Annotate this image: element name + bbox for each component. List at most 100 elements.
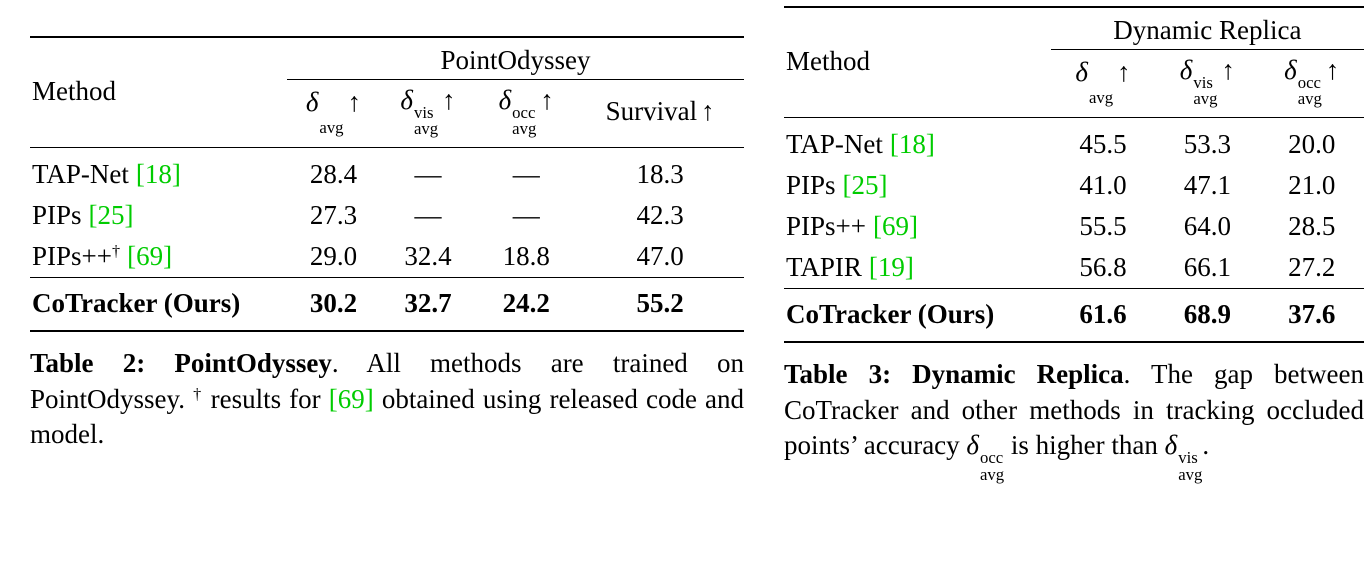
group-header-dynamic-replica: Dynamic Replica — [1050, 7, 1364, 50]
column-header-delta-avg-vis: δ vis avg ↑ — [1155, 49, 1260, 119]
table-row: TAP-Net [18] 28.4 — — 18.3 — [30, 148, 744, 196]
method-cell: TAPIR [19] — [786, 252, 914, 283]
method-cell: PIPs [25] — [786, 170, 888, 201]
group-header-row: Method Dynamic Replica — [784, 7, 1364, 119]
up-arrow-icon: ↑ — [442, 85, 456, 115]
value-cell: 27.3 — [309, 200, 358, 231]
table-row: TAP-Net [18] 45.5 53.3 20.0 — [784, 118, 1364, 166]
column-header-delta-avg-occ: δ occ avg ↑ — [1259, 49, 1364, 119]
value-cell: 30.2 — [287, 277, 380, 333]
value-cell: 32.4 — [404, 241, 452, 272]
value-cell: 42.3 — [636, 200, 684, 231]
method-cell: TAP-Net [18] — [32, 159, 181, 190]
table2-block: Method PointOdyssey δ avg ↑ δ vis avg ↑ δ occ a… — [30, 6, 744, 569]
group-header-pointodyssey: PointOdyssey — [287, 37, 744, 80]
value-cell: — — [512, 159, 540, 190]
up-arrow-icon: ↑ — [701, 96, 715, 127]
math-scripts: vis avg — [413, 102, 439, 139]
math-scripts: vis avg — [1193, 72, 1218, 109]
table-row: PIPs [25] 41.0 47.1 21.0 — [784, 165, 1364, 206]
caption-label: Table 3: Dynamic Replica — [784, 359, 1124, 390]
citation-link[interactable]: [69] — [328, 383, 374, 414]
value-cell: 28.5 — [1288, 211, 1336, 242]
value-cell: — — [512, 200, 540, 231]
method-column-header: Method — [30, 37, 288, 149]
table-row: PIPs++ [69] 55.5 64.0 28.5 — [784, 206, 1364, 247]
dagger-mark: † — [193, 384, 203, 403]
metric-header-row: δ avg ↑ δ vis avg ↑ δ occ avg ↑ — [784, 49, 1364, 119]
table-row: PIPs [25] 27.3 — — 42.3 — [30, 195, 744, 236]
value-cell: 32.7 — [379, 277, 477, 333]
table3-caption: Table 3: Dynamic Replica. The gap betwee… — [784, 359, 1364, 484]
method-cell: TAP-Net [18] — [786, 129, 935, 160]
value-cell: 29.0 — [309, 241, 358, 272]
up-arrow-icon: ↑ — [1221, 55, 1236, 85]
value-cell: 47.1 — [1183, 170, 1231, 201]
method-cell: CoTracker (Ours) — [784, 288, 1051, 344]
value-cell: 64.0 — [1183, 211, 1231, 242]
value-cell: 66.1 — [1183, 252, 1231, 283]
table2-caption: Table 2: PointOdyssey. All methods are t… — [30, 348, 744, 450]
math-delta-avg-occ: δ occ avg — [966, 430, 1005, 484]
column-header-delta-avg: δ avg ↑ — [287, 79, 380, 149]
value-cell: 53.3 — [1183, 129, 1231, 160]
value-cell: 47.0 — [636, 241, 684, 272]
method-cell: CoTracker (Ours) — [30, 277, 288, 333]
citation-link[interactable]: [25] — [842, 170, 888, 201]
delta-symbol: δ — [400, 85, 413, 115]
value-cell: 20.0 — [1288, 129, 1336, 160]
column-header-delta-avg-occ: δ occ avg ↑ — [476, 79, 577, 149]
table-row: TAPIR [19] 56.8 66.1 27.2 — [784, 247, 1364, 289]
up-arrow-icon: ↑ — [540, 85, 554, 115]
math-scripts: avg — [319, 117, 344, 137]
value-cell: 56.8 — [1079, 252, 1127, 283]
value-cell: 21.0 — [1288, 170, 1336, 201]
table-pointodyssey: Method PointOdyssey δ avg ↑ δ vis avg ↑ δ occ a… — [30, 36, 744, 333]
value-cell: 68.9 — [1155, 288, 1260, 344]
math-scripts: occ avg — [1297, 72, 1322, 109]
value-cell: — — [414, 200, 442, 231]
citation-link[interactable]: [69] — [873, 211, 918, 242]
value-cell: 45.5 — [1079, 129, 1127, 160]
citation-link[interactable]: [25] — [88, 200, 134, 231]
up-arrow-icon: ↑ — [1117, 56, 1131, 87]
caption-label: Table 2: PointOdyssey — [30, 348, 332, 379]
value-cell: 28.4 — [309, 159, 358, 190]
method-cell: PIPs++† [69] — [32, 241, 173, 272]
method-cell: PIPs [25] — [32, 200, 134, 231]
table-row-ours: CoTracker (Ours) 61.6 68.9 37.6 — [784, 288, 1364, 344]
column-header-delta-avg: δ avg ↑ — [1050, 49, 1156, 119]
citation-link[interactable]: [18] — [889, 129, 935, 160]
math-scripts: avg — [1088, 87, 1114, 107]
value-cell: 55.2 — [576, 277, 744, 333]
column-header-delta-avg-vis: δ vis avg ↑ — [379, 79, 477, 149]
up-arrow-icon: ↑ — [1325, 55, 1340, 85]
value-cell: 55.5 — [1079, 211, 1127, 242]
dagger-mark: † — [112, 242, 121, 261]
value-cell: 41.0 — [1079, 170, 1127, 201]
delta-symbol: δ — [498, 85, 512, 115]
table-row: PIPs++† [69] 29.0 32.4 18.8 47.0 — [30, 236, 744, 278]
value-cell: 27.2 — [1288, 252, 1336, 283]
value-cell: 18.8 — [502, 241, 550, 272]
value-cell: — — [414, 159, 442, 190]
table-row-ours: CoTracker (Ours) 30.2 32.7 24.2 55.2 — [30, 277, 744, 333]
value-cell: 18.3 — [636, 159, 684, 190]
group-header-row: Method PointOdyssey — [30, 37, 744, 149]
value-cell: 37.6 — [1259, 288, 1364, 344]
citation-link[interactable]: [18] — [135, 159, 181, 190]
delta-symbol: δ — [1284, 55, 1297, 85]
delta-symbol: δ — [1075, 56, 1088, 87]
value-cell: 24.2 — [476, 277, 577, 333]
delta-symbol: δ — [1179, 55, 1193, 85]
method-column-header: Method — [784, 7, 1051, 119]
delta-symbol: δ — [305, 86, 319, 117]
citation-link[interactable]: [19] — [868, 252, 914, 283]
up-arrow-icon: ↑ — [347, 86, 362, 117]
citation-link[interactable]: [69] — [127, 241, 173, 272]
metric-header-row: δ avg ↑ δ vis avg ↑ δ occ avg ↑ Survival ↑ — [30, 79, 744, 149]
value-cell: 61.6 — [1050, 288, 1156, 344]
